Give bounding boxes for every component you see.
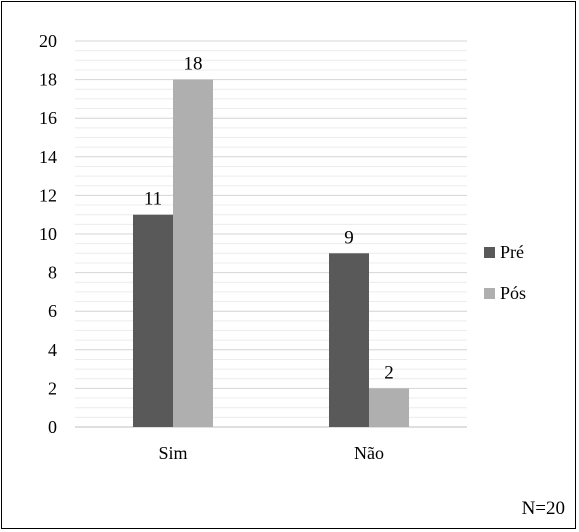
bar-Pré-Não xyxy=(329,253,369,427)
data-label: 9 xyxy=(344,227,354,248)
bar-Pós-Sim xyxy=(173,79,213,427)
y-tick-label: 8 xyxy=(48,263,57,283)
data-label: 11 xyxy=(144,189,162,210)
y-tick-label: 12 xyxy=(39,185,57,205)
bar-Pré-Sim xyxy=(133,214,173,427)
y-tick-label: 6 xyxy=(48,301,57,321)
data-label: 18 xyxy=(184,54,203,75)
legend-label: Pós xyxy=(500,283,526,303)
y-tick-label: 14 xyxy=(39,147,57,167)
sample-size-note: N=20 xyxy=(521,498,565,519)
legend-swatch xyxy=(484,288,495,299)
y-tick-label: 10 xyxy=(39,224,57,244)
bars xyxy=(133,79,409,427)
y-tick-label: 2 xyxy=(48,378,57,398)
bar-Pós-Não xyxy=(369,388,409,427)
legend-label: Pré xyxy=(500,242,524,262)
x-tick-label: Não xyxy=(354,443,384,463)
legend: Pré Pós xyxy=(484,242,526,303)
x-tick-label: Sim xyxy=(158,443,187,463)
legend-swatch xyxy=(484,247,495,258)
data-label: 2 xyxy=(384,362,394,383)
y-tick-label: 20 xyxy=(39,31,57,51)
y-tick-label: 18 xyxy=(39,70,57,90)
data-labels: 11 18 9 2 xyxy=(144,54,394,384)
y-tick-label: 4 xyxy=(48,340,57,360)
y-tick-label: 16 xyxy=(39,108,57,128)
y-tick-label: 0 xyxy=(48,417,57,437)
